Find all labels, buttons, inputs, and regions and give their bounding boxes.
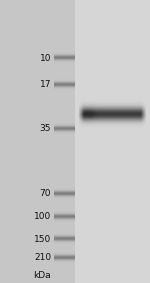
Text: 70: 70	[39, 189, 51, 198]
Text: 35: 35	[39, 124, 51, 133]
Text: kDa: kDa	[33, 271, 51, 280]
Text: 17: 17	[39, 80, 51, 89]
Text: 10: 10	[39, 53, 51, 63]
Text: 150: 150	[34, 235, 51, 244]
Text: 210: 210	[34, 253, 51, 262]
Text: 100: 100	[34, 212, 51, 221]
